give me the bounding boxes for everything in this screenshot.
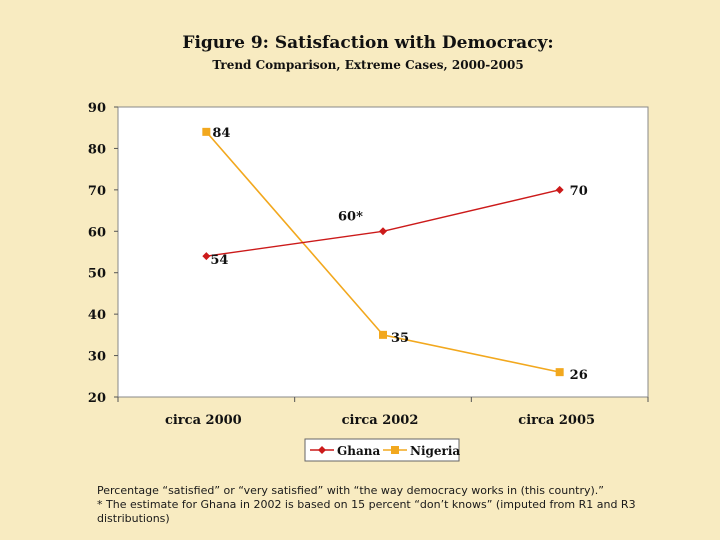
data-label-ghana: 70 <box>570 184 588 199</box>
x-axis: circa 2000 circa 2002 circa 2005 <box>117 397 649 428</box>
point-nigeria <box>555 368 564 377</box>
point-ghana <box>379 227 387 236</box>
data-label-ghana: 60* <box>338 209 363 224</box>
series-nigeria <box>202 127 564 377</box>
x-tick-label: circa 2005 <box>518 413 595 428</box>
y-tick-label: 50 <box>88 267 106 282</box>
data-label-nigeria: 35 <box>391 331 409 346</box>
series-layer: 54 60* 70 84 35 26 <box>202 126 588 383</box>
data-label-ghana: 54 <box>210 253 228 268</box>
point-ghana <box>202 252 211 261</box>
data-label-nigeria: 26 <box>570 368 588 383</box>
y-tick-label: 30 <box>88 350 106 365</box>
footnote-line-2: * The estimate for Ghana in 2002 is base… <box>97 498 636 525</box>
legend-box <box>304 438 460 462</box>
data-label-nigeria: 84 <box>212 126 230 141</box>
chart-title: Figure 9: Satisfaction with Democracy: <box>182 33 553 53</box>
y-tick-label: 80 <box>88 142 106 157</box>
y-tick-label: 70 <box>88 184 106 199</box>
legend-marker-ghana <box>318 446 326 454</box>
point-nigeria <box>379 330 387 339</box>
footnote-line-1: Percentage “satisfied” or “very satisfie… <box>97 484 604 497</box>
plot-area <box>117 106 649 398</box>
y-axis: 20 30 40 50 60 70 80 90 <box>88 101 118 406</box>
y-tick-label: 40 <box>88 308 106 323</box>
point-nigeria <box>202 127 211 136</box>
y-tick-label: 60 <box>88 225 106 240</box>
y-tick-label: 90 <box>88 101 106 116</box>
chart-subtitle: Trend Comparison, Extreme Cases, 2000-20… <box>212 58 523 72</box>
legend-label-ghana: Ghana <box>337 444 380 458</box>
x-tick-label: circa 2000 <box>165 413 242 428</box>
legend: Ghana Nigeria <box>304 438 460 462</box>
y-tick-label: 20 <box>88 391 106 406</box>
x-tick-label: circa 2002 <box>342 413 419 428</box>
line-chart: Figure 9: Satisfaction with Democracy: T… <box>88 33 649 462</box>
legend-marker-nigeria <box>391 446 399 454</box>
footnote: Percentage “satisfied” or “very satisfie… <box>97 484 677 526</box>
series-ghana <box>202 185 564 261</box>
point-ghana <box>555 185 564 194</box>
legend-label-nigeria: Nigeria <box>410 444 460 458</box>
